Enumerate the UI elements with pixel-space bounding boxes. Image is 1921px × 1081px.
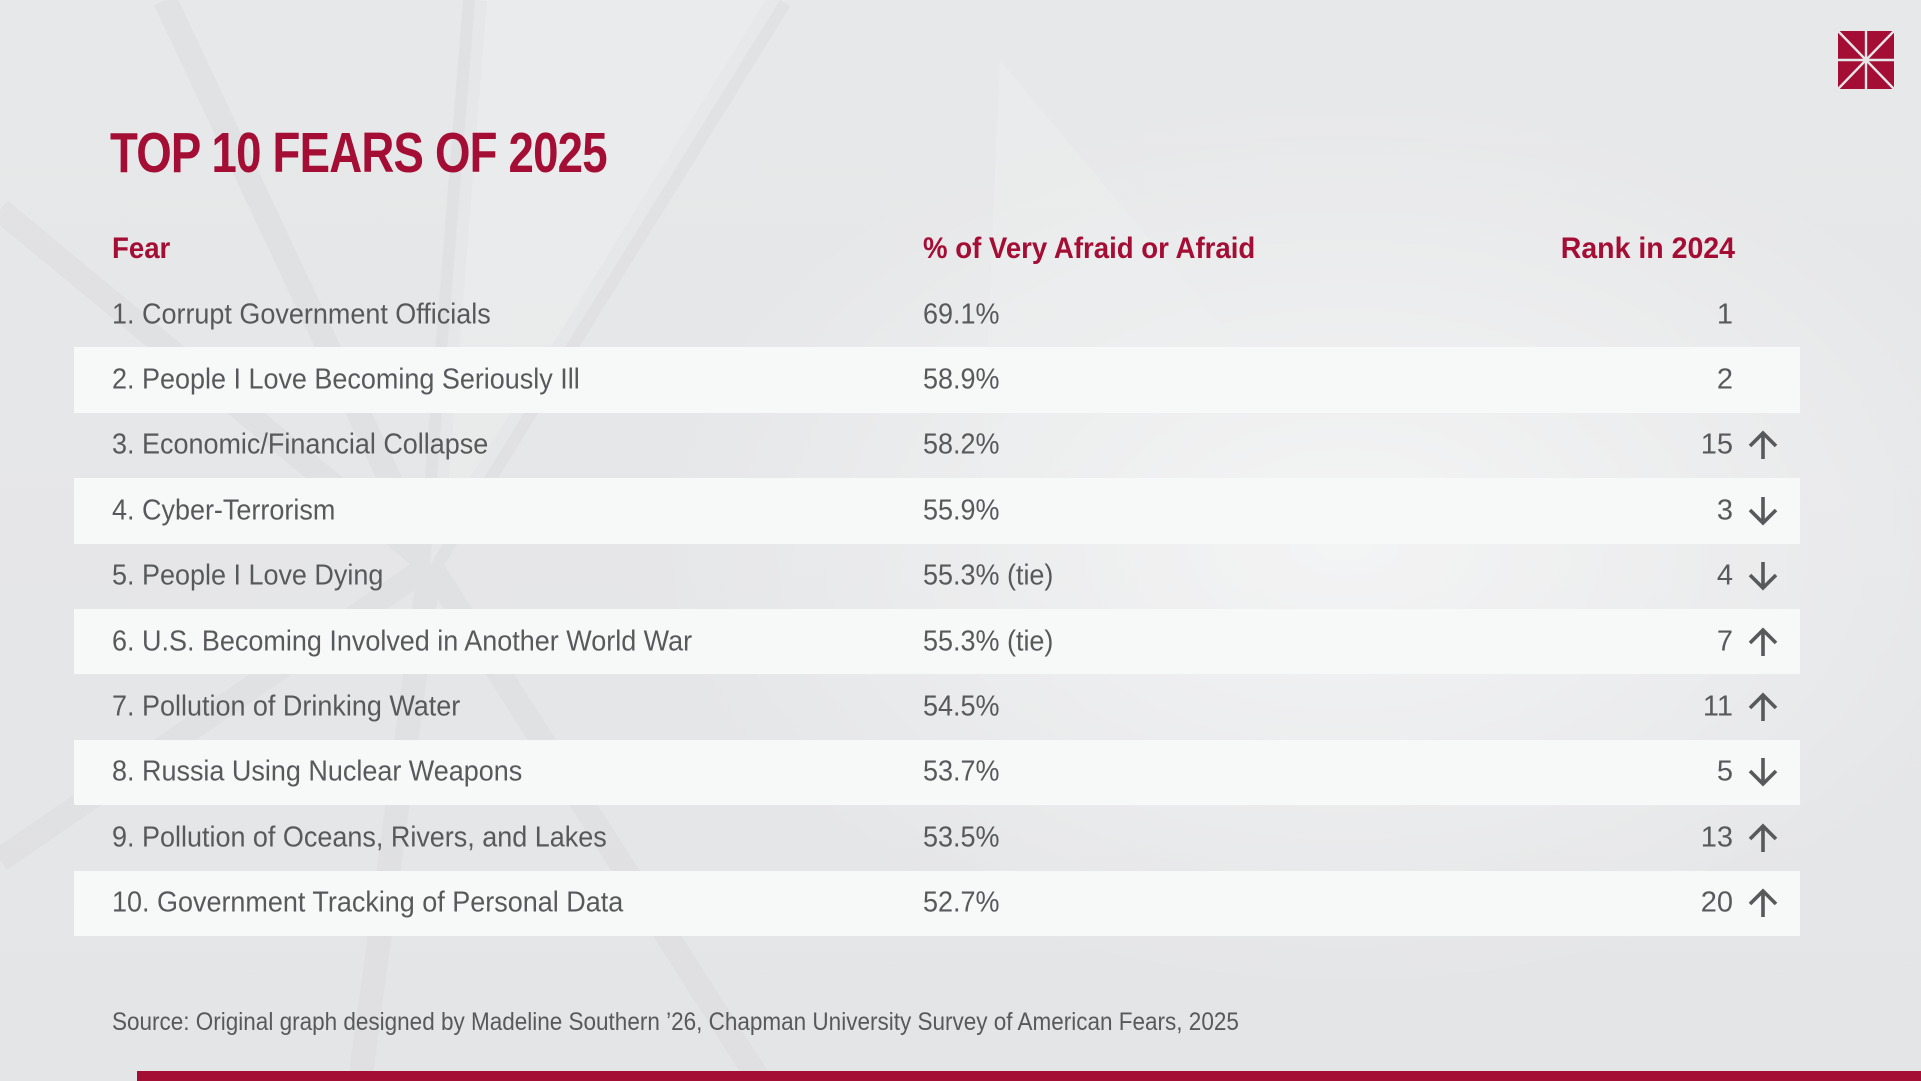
- fear-cell: 10. Government Tracking of Personal Data: [112, 886, 624, 919]
- column-header-fear: Fear: [112, 232, 171, 265]
- rank-trend: [1745, 560, 1781, 592]
- percent-cell: 55.3% (tie): [923, 559, 1054, 592]
- percent-cell: 55.9%: [923, 494, 1000, 527]
- percent-cell: 53.5%: [923, 821, 1000, 854]
- rank-cell: 5: [1716, 755, 1733, 788]
- fear-cell: 8. Russia Using Nuclear Weapons: [112, 755, 523, 788]
- rank-cell: 11: [1702, 690, 1733, 723]
- fear-cell: 6. U.S. Becoming Involved in Another Wor…: [112, 625, 693, 658]
- rank-trend: [1745, 626, 1781, 658]
- percent-cell: 69.1%: [923, 298, 1000, 331]
- rank-cell: 15: [1700, 428, 1733, 461]
- rank-trend: [1745, 691, 1781, 723]
- table-row: 10. Government Tracking of Personal Data…: [74, 870, 1800, 936]
- rank-cell: 4: [1716, 559, 1733, 592]
- table-row: 3. Economic/Financial Collapse 58.2% 15: [74, 413, 1800, 478]
- table-row: 2. People I Love Becoming Seriously Ill …: [74, 347, 1800, 413]
- source-note: Source: Original graph designed by Madel…: [112, 1008, 1239, 1036]
- rank-up-icon: [1748, 888, 1778, 918]
- table-row: 5. People I Love Dying 55.3% (tie) 4: [74, 544, 1800, 609]
- percent-cell: 58.2%: [923, 428, 1000, 461]
- percent-cell: 58.9%: [923, 363, 1000, 396]
- rank-down-icon: [1748, 496, 1778, 526]
- rank-cell: 13: [1700, 821, 1733, 854]
- rank-up-icon: [1748, 627, 1778, 656]
- rank-cell: 3: [1716, 494, 1733, 527]
- percent-cell: 52.7%: [923, 886, 1000, 919]
- rank-cell: 1: [1716, 298, 1733, 331]
- fear-table: 1. Corrupt Government Officials 69.1% 1 …: [74, 282, 1800, 936]
- percent-cell: 55.3% (tie): [923, 625, 1054, 658]
- rank-cell: 20: [1700, 886, 1733, 919]
- fear-cell: 2. People I Love Becoming Seriously Ill: [112, 363, 580, 396]
- rank-up-icon: [1748, 823, 1778, 852]
- rank-cell: 7: [1716, 625, 1733, 658]
- fear-cell: 3. Economic/Financial Collapse: [112, 428, 489, 461]
- rank-trend: [1745, 495, 1781, 527]
- table-row: 6. U.S. Becoming Involved in Another Wor…: [74, 608, 1800, 675]
- rank-up-icon: [1748, 692, 1778, 722]
- column-header-percent: % of Very Afraid or Afraid: [923, 232, 1256, 265]
- table-header: Fear % of Very Afraid or Afraid Rank in …: [0, 230, 1921, 268]
- rank-trend: [1745, 887, 1781, 919]
- fear-cell: 4. Cyber-Terrorism: [112, 494, 336, 527]
- page-title: TOP 10 FEARS OF 2025: [110, 121, 608, 185]
- rank-down-icon: [1748, 562, 1778, 591]
- chapman-window-logo-icon: [1838, 31, 1894, 89]
- rank-cell: 2: [1716, 363, 1733, 396]
- rank-trend: [1745, 429, 1781, 461]
- fear-cell: 9. Pollution of Oceans, Rivers, and Lake…: [112, 821, 607, 854]
- fear-cell: 7. Pollution of Drinking Water: [112, 690, 461, 723]
- fear-cell: 5. People I Love Dying: [112, 559, 384, 592]
- bottom-accent-bar: [137, 1071, 1921, 1081]
- rank-trend: [1745, 822, 1781, 854]
- table-row: 8. Russia Using Nuclear Weapons 53.7% 5: [74, 739, 1800, 806]
- table-row: 1. Corrupt Government Officials 69.1% 1: [74, 282, 1800, 347]
- rank-down-icon: [1748, 758, 1778, 787]
- rank-trend: [1745, 364, 1781, 396]
- rank-trend: [1745, 299, 1781, 331]
- table-row: 9. Pollution of Oceans, Rivers, and Lake…: [74, 805, 1800, 870]
- rank-trend: [1745, 756, 1781, 788]
- percent-cell: 53.7%: [923, 755, 1000, 788]
- percent-cell: 54.5%: [923, 690, 1000, 723]
- column-header-rank: Rank in 2024: [1560, 232, 1735, 265]
- fear-cell: 1. Corrupt Government Officials: [112, 298, 491, 331]
- table-row: 4. Cyber-Terrorism 55.9% 3: [74, 478, 1800, 544]
- rank-up-icon: [1748, 430, 1778, 460]
- table-row: 7. Pollution of Drinking Water 54.5% 11: [74, 674, 1800, 739]
